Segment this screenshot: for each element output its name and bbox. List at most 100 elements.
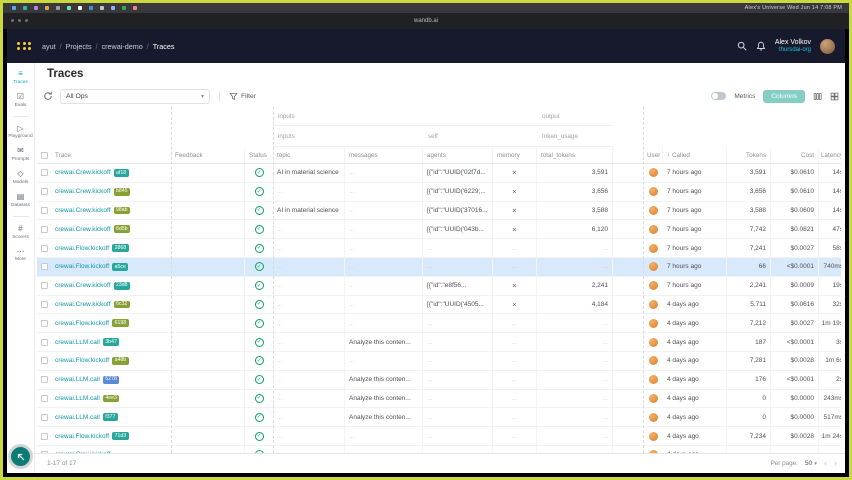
status-success-icon: ✓ (254, 224, 264, 234)
user-avatar[interactable] (820, 38, 835, 54)
col-header-tokens[interactable]: Tokens (727, 147, 771, 163)
wandb-logo-icon[interactable] (17, 41, 32, 51)
row-checkbox[interactable] (40, 263, 48, 271)
select-all-checkbox[interactable] (40, 151, 48, 159)
filter-button[interactable]: Filter (229, 92, 256, 101)
col-header-cost[interactable]: Cost (771, 147, 819, 163)
table-row[interactable]: crewai.LLM.call 3b47 ✓ ... Analyze this … (37, 333, 841, 352)
metrics-toggle[interactable] (711, 92, 727, 100)
sidebar-item-scorers[interactable]: # Scorers (7, 224, 34, 240)
user-avatar (648, 393, 658, 403)
sidebar-item-models[interactable]: ◇ Models (7, 169, 34, 185)
col-header-messages[interactable]: messages (345, 147, 423, 163)
col-header-feedback[interactable]: Feedback (171, 147, 245, 163)
sidebar-item-more[interactable]: ⋯ More (7, 247, 34, 263)
table-row[interactable]: crewai.Flow.kickoff 71d3 ✓ ... ... ... .… (37, 427, 841, 446)
row-checkbox[interactable] (40, 338, 48, 346)
table-row[interactable]: crewai.Crew.kickoff 23d8 ✓ ... ... [{"id… (37, 276, 841, 296)
trace-link[interactable]: crewai.Flow.kickoff (55, 319, 110, 327)
table-row[interactable]: crewai.LLM.call 5278 ✓ ... Analyze this … (37, 370, 841, 390)
row-checkbox[interactable] (40, 394, 48, 402)
trace-link[interactable]: crewai.Crew.kickoff (55, 169, 111, 177)
col-header-called[interactable]: ↓ Called (663, 147, 727, 163)
table-row[interactable]: crewai.Crew.kickoff 98ab ✓ AI in materia… (37, 201, 841, 221)
feedback-cell (171, 427, 245, 445)
feedback-cell (171, 351, 245, 370)
trace-link[interactable]: crewai.Crew.kickoff (55, 451, 111, 453)
row-checkbox[interactable] (40, 319, 48, 327)
column-settings-icon[interactable] (813, 92, 822, 101)
table-row[interactable]: crewai.Crew.kickoff 6d5b ✓ ... ... [{"id… (37, 220, 841, 240)
trace-link[interactable]: crewai.Crew.kickoff (55, 225, 111, 233)
row-checkbox[interactable] (40, 376, 48, 384)
trace-link[interactable]: crewai.Crew.kickoff (55, 282, 111, 290)
row-checkbox[interactable] (40, 300, 48, 308)
table-row[interactable]: crewai.Flow.kickoff 2868 ✓ ... ... ... .… (37, 239, 841, 258)
grid-view-icon[interactable] (830, 92, 839, 101)
col-header-user[interactable]: User (643, 147, 663, 163)
user-avatar (648, 168, 658, 178)
table-row[interactable]: crewai.Crew.kickoff b845 ✓ ... ... [{"id… (37, 182, 841, 202)
trace-link[interactable]: crewai.LLM.call (55, 338, 100, 346)
breadcrumb-current[interactable]: Traces (152, 41, 175, 51)
col-header-latency[interactable]: Latency (820, 151, 841, 159)
table-row[interactable]: crewai.Crew.kickoff af18 ✓ AI in materia… (37, 164, 841, 183)
sidebar-item-playground[interactable]: ▷ Playground (7, 124, 34, 140)
sidebar-item-evals[interactable]: ☑ Evals (7, 92, 34, 108)
columns-button[interactable]: Columns (763, 89, 805, 103)
user-menu[interactable]: Alex Volkov thursdai-org (775, 39, 811, 54)
notifications-bell-icon[interactable] (756, 41, 766, 51)
trace-link[interactable]: crewai.Flow.kickoff (55, 357, 110, 365)
trace-link[interactable]: crewai.Crew.kickoff (55, 300, 111, 308)
screen-share-bubble[interactable] (8, 444, 33, 469)
breadcrumb-entity[interactable]: ayut (42, 41, 56, 51)
search-icon[interactable] (737, 41, 747, 51)
trace-link[interactable]: crewai.Crew.kickoff (55, 188, 111, 196)
row-checkbox[interactable] (40, 451, 48, 453)
table-row[interactable]: crewai.Crew.kickoff 6c32 ✓ ... ... [{"id… (37, 295, 841, 315)
breadcrumb-projects[interactable]: Projects (65, 41, 92, 51)
trace-link[interactable]: crewai.LLM.call (55, 413, 100, 421)
table-row[interactable]: crewai.LLM.call f377 ✓ ... Analyze this … (37, 408, 841, 428)
sidebar-item-traces[interactable]: ≡ Traces (7, 69, 34, 85)
row-checkbox[interactable] (40, 206, 48, 214)
ops-selector[interactable]: All Ops ▾ (60, 88, 210, 104)
table-row[interactable]: crewai.Flow.kickoff a5ce ✓ ... ... ... .… (37, 257, 841, 277)
trace-version-badge: 4ee3 (102, 394, 120, 403)
row-checkbox[interactable] (40, 357, 48, 365)
row-checkbox[interactable] (40, 413, 48, 421)
row-checkbox[interactable] (40, 244, 48, 252)
refresh-icon[interactable] (43, 91, 53, 101)
trace-link[interactable]: crewai.LLM.call (55, 376, 100, 384)
trace-link[interactable]: crewai.LLM.call (55, 394, 100, 402)
row-checkbox-cell (37, 164, 51, 182)
per-page-select[interactable]: 50 ▾ (805, 460, 817, 467)
sidebar-item-prompts[interactable]: ✉ Prompts (7, 147, 34, 163)
col-header-topic[interactable]: topic (273, 147, 345, 163)
trace-link[interactable]: crewai.Crew.kickoff (55, 206, 111, 214)
col-header-memory[interactable]: memory (493, 147, 537, 163)
breadcrumb-project[interactable]: crewai-demo (101, 41, 143, 51)
col-header-agents[interactable]: agents (423, 147, 493, 163)
trace-link[interactable]: crewai.Flow.kickoff (55, 244, 110, 252)
trace-version-badge: 3b47 (102, 338, 120, 346)
trace-link[interactable]: crewai.Flow.kickoff (55, 432, 110, 440)
prev-page-button[interactable]: ‹ (824, 458, 827, 468)
table-row[interactable]: crewai.LLM.call 4ee3 ✓ ... Analyze this … (37, 389, 841, 409)
sidebar-item-datasets[interactable]: ▤ Datasets (7, 192, 34, 208)
row-checkbox[interactable] (40, 432, 48, 440)
row-checkbox[interactable] (40, 188, 48, 196)
next-page-button[interactable]: › (834, 458, 837, 468)
table-row[interactable]: crewai.Flow.kickoff 6198 ✓ ... ... ... .… (37, 314, 841, 334)
row-checkbox[interactable] (40, 282, 48, 290)
col-header-status[interactable]: Status (249, 151, 267, 159)
table-row[interactable]: crewai.Flow.kickoff a48b ✓ ... ... ... .… (37, 351, 841, 371)
col-header-total-tokens[interactable]: total_tokens (537, 147, 613, 163)
row-checkbox[interactable] (40, 169, 48, 177)
browser-url[interactable]: wandb.ai (413, 18, 439, 24)
row-checkbox[interactable] (40, 225, 48, 233)
table-row[interactable]: crewai.Crew.kickoff ✓ ... ... ... ... ..… (37, 445, 841, 453)
col-header-trace[interactable]: Trace (55, 151, 71, 159)
trace-link[interactable]: crewai.Flow.kickoff (55, 263, 110, 271)
trace-cell: crewai.LLM.call 4ee3 (51, 390, 171, 408)
